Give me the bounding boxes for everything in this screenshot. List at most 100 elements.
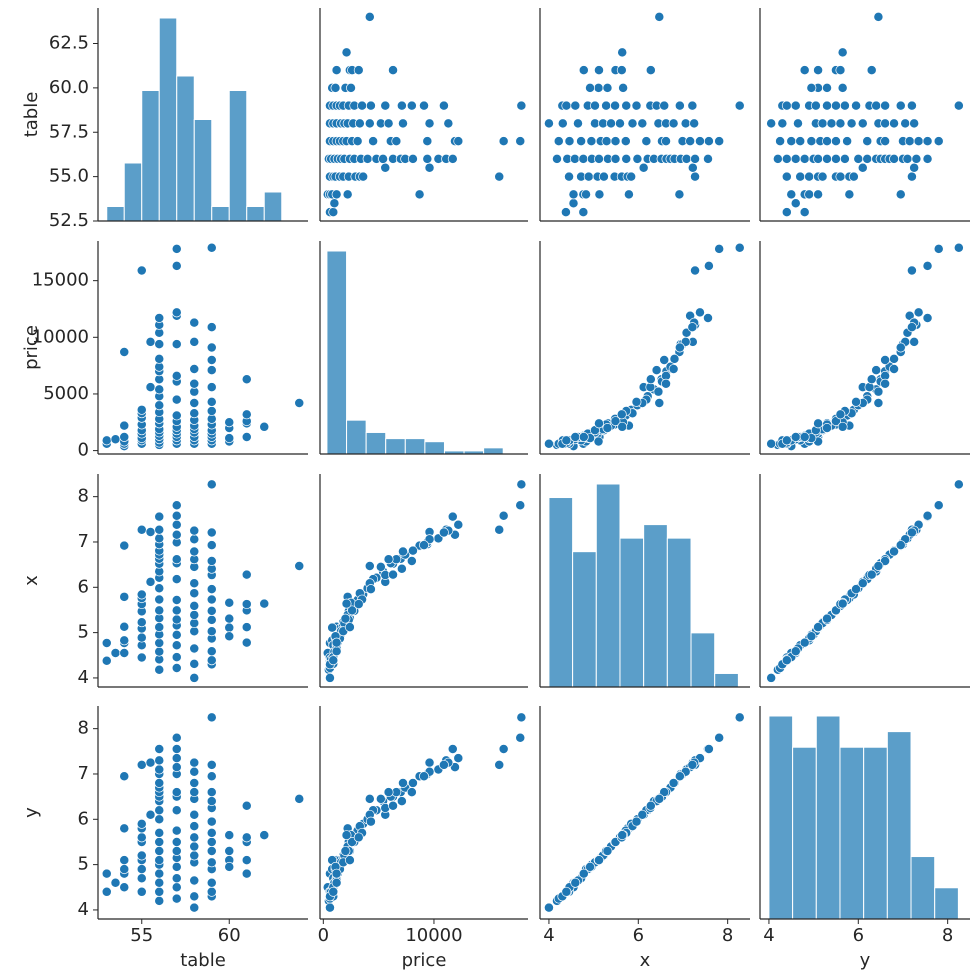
point-x-vs-table <box>171 640 182 651</box>
ytick-label-price: 15000 <box>32 270 89 291</box>
point-price-vs-y <box>913 307 924 318</box>
point-table-vs-price <box>388 65 398 76</box>
point-table-vs-price <box>453 136 464 147</box>
point-table-vs-y <box>817 171 828 182</box>
point-price-vs-y <box>813 418 824 429</box>
point-x-vs-table <box>154 533 165 544</box>
point-y-vs-x <box>674 771 685 782</box>
point-table-vs-y <box>880 100 891 111</box>
point-x-vs-table <box>171 663 182 673</box>
point-y-vs-price <box>328 886 339 897</box>
point-table-vs-y <box>889 153 899 164</box>
point-price-vs-table <box>189 408 200 419</box>
point-y-vs-x <box>645 800 656 811</box>
point-y-vs-x <box>617 830 628 841</box>
point-table-vs-price <box>398 118 408 129</box>
point-table-vs-y <box>895 100 906 111</box>
point-y-vs-table <box>241 832 252 843</box>
point-table-vs-y <box>895 189 906 200</box>
point-table-vs-x <box>627 118 638 129</box>
point-y-vs-table <box>154 814 165 825</box>
point-y-vs-price <box>419 771 429 782</box>
point-x-vs-price <box>447 511 458 522</box>
point-table-vs-y <box>795 171 806 182</box>
point-table-vs-y <box>831 100 841 111</box>
point-x-vs-price <box>328 655 339 666</box>
ytick-label-y: 6 <box>78 808 89 829</box>
point-table-vs-y <box>813 153 824 164</box>
point-table-vs-x <box>581 189 591 200</box>
point-y-vs-table <box>171 762 182 773</box>
point-price-vs-table <box>171 260 182 271</box>
point-y-vs-table <box>171 732 182 743</box>
point-table-vs-y <box>817 118 828 129</box>
point-table-vs-x <box>578 207 589 218</box>
point-price-vs-table <box>154 400 165 411</box>
hist-bar-table <box>228 90 248 222</box>
point-price-vs-table <box>145 382 156 393</box>
point-y-vs-table <box>206 837 217 847</box>
point-y-vs-x <box>734 712 745 723</box>
point-table-vs-y <box>909 162 920 173</box>
point-y-vs-price <box>325 902 335 913</box>
point-y-vs-price <box>407 778 418 788</box>
point-y-vs-table <box>189 841 200 852</box>
point-y-vs-table <box>171 873 182 884</box>
point-price-vs-table <box>241 432 252 442</box>
point-table-vs-x <box>585 82 595 93</box>
point-y-vs-table <box>119 855 130 866</box>
point-price-vs-table <box>110 434 121 445</box>
point-x-vs-y <box>906 527 917 538</box>
ytick-label-table: 60.0 <box>49 77 89 98</box>
point-table-vs-y <box>880 136 891 147</box>
hist-bar-price <box>424 441 445 455</box>
point-price-vs-table <box>206 322 217 333</box>
point-table-vs-y <box>804 189 815 200</box>
point-x-vs-table <box>189 672 200 683</box>
point-table-vs-x <box>681 153 692 164</box>
point-price-vs-y <box>799 432 810 442</box>
point-price-vs-table <box>154 353 165 364</box>
xtick-label-table: 55 <box>130 925 153 946</box>
point-table-vs-price <box>364 11 375 22</box>
point-x-vs-table <box>189 578 200 589</box>
point-y-vs-price <box>388 800 398 811</box>
point-x-vs-table <box>119 591 130 602</box>
point-table-vs-price <box>447 153 458 164</box>
point-y-vs-price <box>331 877 342 888</box>
ytick-label-price: 0 <box>78 440 89 461</box>
hist-bar-y <box>910 856 936 920</box>
point-price-vs-y <box>831 416 841 427</box>
hist-bar-y <box>886 731 912 920</box>
point-y-vs-table <box>154 755 165 766</box>
point-table-vs-x <box>610 100 621 111</box>
point-y-vs-table <box>136 864 147 875</box>
xtick-label-price: 10000 <box>405 925 462 946</box>
point-table-vs-x <box>601 136 612 147</box>
point-price-vs-x <box>594 418 604 429</box>
point-price-vs-table <box>241 409 252 420</box>
point-x-vs-table <box>171 574 182 585</box>
point-y-vs-table <box>189 832 200 843</box>
point-price-vs-x <box>703 260 714 271</box>
point-price-vs-y <box>909 336 920 347</box>
point-table-vs-y <box>837 47 848 58</box>
point-table-vs-price <box>419 100 429 111</box>
point-table-vs-x <box>561 100 572 111</box>
point-y-vs-table <box>110 877 121 888</box>
point-table-vs-x <box>578 153 589 164</box>
point-x-vs-table <box>136 524 147 535</box>
point-price-vs-x <box>668 364 679 374</box>
point-table-vs-y <box>786 136 797 147</box>
point-table-vs-x <box>583 171 594 182</box>
hist-bar-y <box>792 746 817 920</box>
point-price-vs-table <box>136 404 147 415</box>
point-x-vs-table <box>154 664 165 675</box>
point-price-vs-table <box>206 396 217 407</box>
point-x-vs-table <box>224 613 235 624</box>
point-table-vs-price <box>362 153 373 164</box>
point-table-vs-x <box>590 100 600 111</box>
point-y-vs-table <box>206 771 217 782</box>
point-y-vs-x <box>631 816 642 827</box>
point-table-vs-x <box>632 153 643 164</box>
